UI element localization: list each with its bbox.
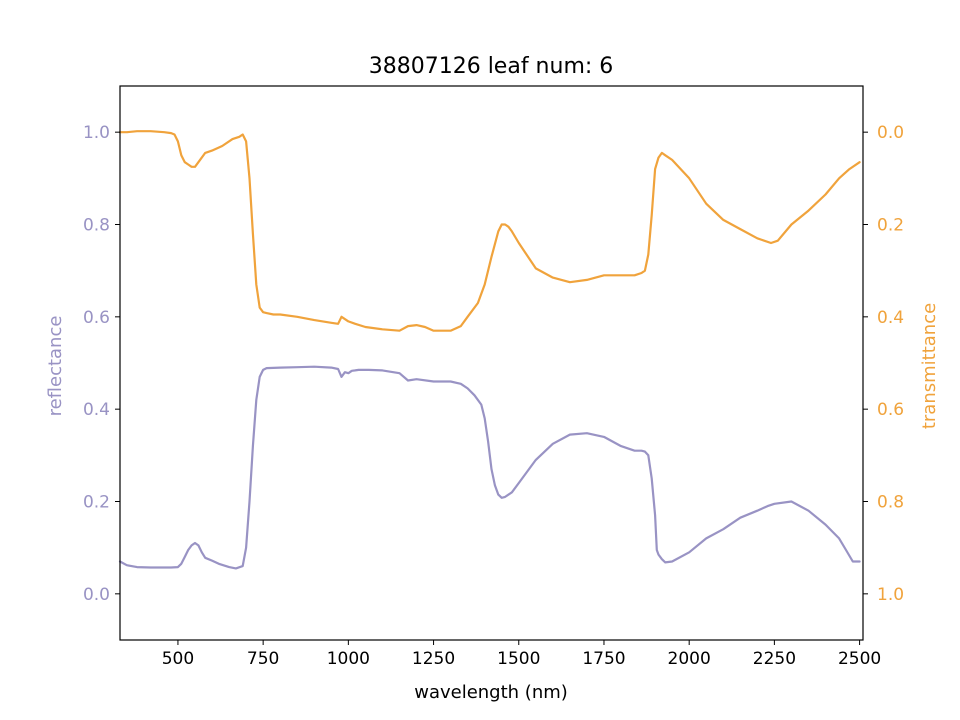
y-right-tick-label: 1.0 xyxy=(877,585,904,605)
x-axis-ticks: 500 750 1000 1250 1500 1750 2000 2250 2500 xyxy=(162,640,881,669)
y-axis-left-ticks: 0.0 0.2 0.4 0.6 0.8 1.0 xyxy=(83,123,120,605)
x-tick-label: 2500 xyxy=(838,649,881,669)
x-axis-label: wavelength (nm) xyxy=(414,682,568,703)
y-axis-right-label: transmittance xyxy=(919,303,940,429)
series-layer xyxy=(118,130,861,570)
x-tick-label: 1500 xyxy=(497,649,540,669)
x-tick-label: 2000 xyxy=(668,649,711,669)
y-left-tick-label: 0.0 xyxy=(83,585,110,605)
x-tick-label: 2250 xyxy=(753,649,796,669)
y-right-tick-label: 0.8 xyxy=(877,493,904,513)
reflectance-series-line xyxy=(118,365,861,570)
y-left-tick-label: 1.0 xyxy=(83,123,110,143)
y-left-tick-label: 0.4 xyxy=(83,400,110,420)
y-right-tick-label: 0.4 xyxy=(877,308,904,328)
x-tick-label: 1750 xyxy=(582,649,625,669)
y-right-tick-label: 0.2 xyxy=(877,216,904,236)
y-right-tick-label: 0.0 xyxy=(877,123,904,143)
y-axis-right-ticks: 0.0 0.2 0.4 0.6 0.8 1.0 xyxy=(863,123,904,605)
y-left-tick-label: 0.6 xyxy=(83,308,110,328)
chart-title: 38807126 leaf num: 6 xyxy=(369,54,614,79)
y-axis-left-label: reflectance xyxy=(45,316,66,417)
y-right-tick-label: 0.6 xyxy=(877,400,904,420)
transmittance-series-line xyxy=(118,130,861,332)
y-left-tick-label: 0.2 xyxy=(83,493,110,513)
x-tick-label: 750 xyxy=(247,649,279,669)
x-tick-label: 1250 xyxy=(412,649,455,669)
plot-frame xyxy=(119,85,864,641)
y-left-tick-label: 0.8 xyxy=(83,216,110,236)
x-tick-label: 1000 xyxy=(327,649,370,669)
x-tick-label: 500 xyxy=(162,649,194,669)
